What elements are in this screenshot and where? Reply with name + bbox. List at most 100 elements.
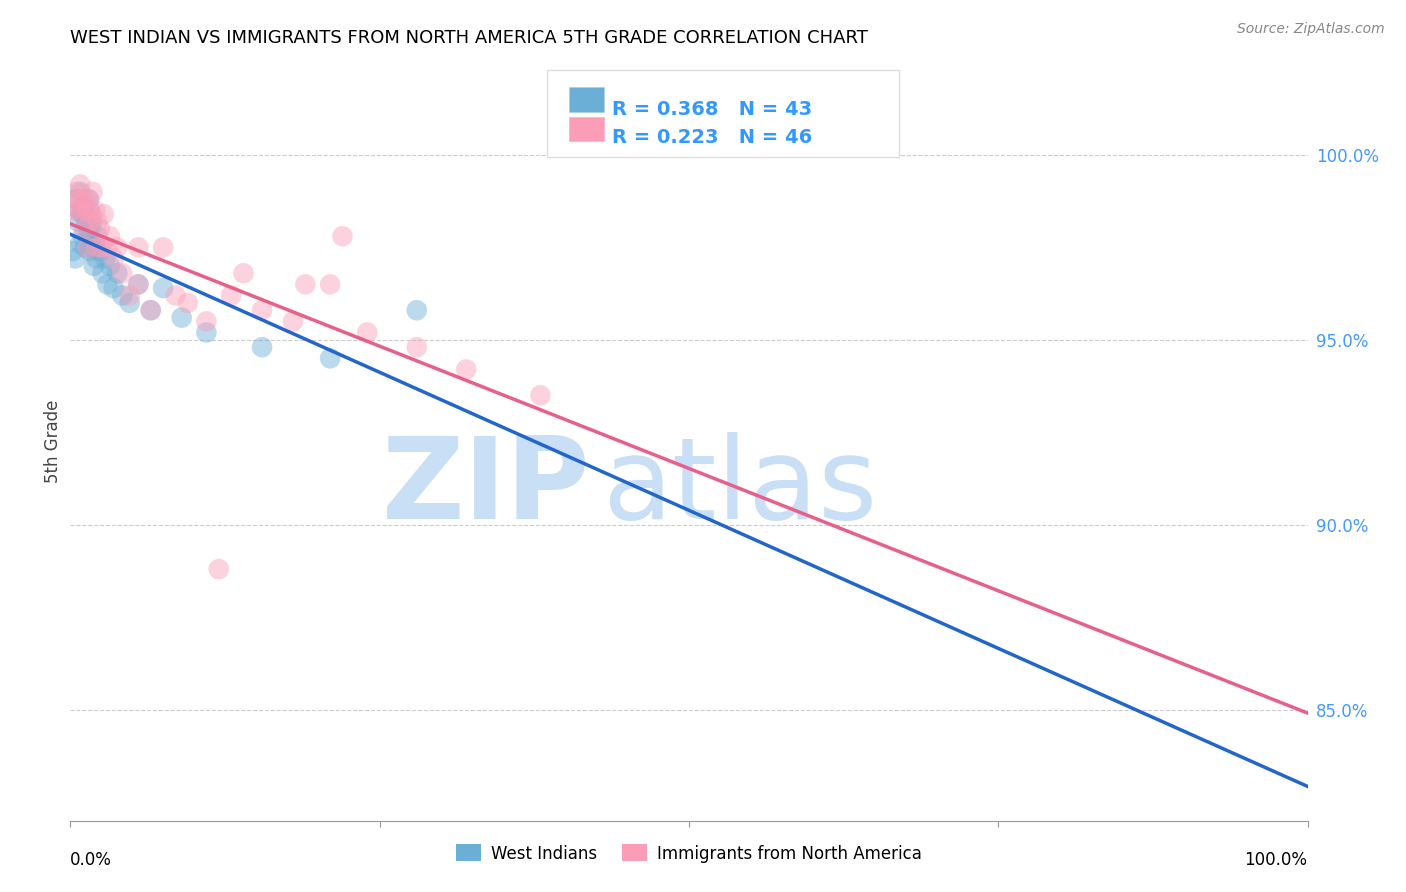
Point <box>79 214 101 228</box>
Point <box>111 266 134 280</box>
Point <box>86 214 108 228</box>
Point <box>96 277 118 292</box>
Point <box>105 266 128 280</box>
Point <box>72 207 94 221</box>
Point <box>356 326 378 340</box>
Point <box>118 296 141 310</box>
Point <box>170 310 193 325</box>
Text: R = 0.223   N = 46: R = 0.223 N = 46 <box>612 128 813 147</box>
Point <box>139 303 162 318</box>
Point <box>80 207 103 221</box>
Point <box>319 351 342 366</box>
Point <box>69 178 91 192</box>
Point <box>456 362 478 376</box>
Point <box>66 214 89 228</box>
Point <box>70 203 93 218</box>
Point <box>72 229 94 244</box>
Point <box>79 244 101 258</box>
FancyBboxPatch shape <box>569 117 603 141</box>
Legend: West Indians, Immigrants from North America: West Indians, Immigrants from North Amer… <box>450 838 928 869</box>
Point <box>65 185 87 199</box>
Point <box>70 192 93 206</box>
Point <box>177 296 200 310</box>
Point <box>82 214 104 228</box>
Point <box>84 240 107 254</box>
Text: 0.0%: 0.0% <box>70 851 112 869</box>
Point <box>250 340 273 354</box>
Point <box>127 277 149 292</box>
Point <box>127 277 149 292</box>
Point <box>77 222 100 236</box>
Point <box>75 214 97 228</box>
Point <box>105 240 128 254</box>
Point <box>65 192 87 206</box>
Point <box>73 222 96 236</box>
Point <box>98 259 121 273</box>
Point <box>76 240 98 254</box>
Point <box>80 222 103 236</box>
Point <box>208 562 231 576</box>
FancyBboxPatch shape <box>569 87 603 112</box>
Point <box>93 207 115 221</box>
Point <box>319 277 342 292</box>
Point <box>89 222 111 236</box>
Text: atlas: atlas <box>602 432 877 542</box>
Point <box>66 192 89 206</box>
Point <box>127 240 149 254</box>
Point <box>332 229 354 244</box>
FancyBboxPatch shape <box>547 70 900 157</box>
Point <box>250 303 273 318</box>
Point <box>94 252 117 266</box>
Point <box>219 288 242 302</box>
Point <box>405 340 427 354</box>
Text: 100.0%: 100.0% <box>1244 851 1308 869</box>
Point <box>82 240 104 254</box>
Point <box>91 266 114 280</box>
Point <box>69 185 91 199</box>
Point <box>82 185 104 199</box>
Point <box>152 281 174 295</box>
Text: Source: ZipAtlas.com: Source: ZipAtlas.com <box>1237 22 1385 37</box>
Point <box>84 203 107 218</box>
Point <box>75 207 97 221</box>
Point <box>103 281 125 295</box>
Point <box>89 244 111 258</box>
Point <box>529 388 551 402</box>
Point <box>86 229 108 244</box>
Y-axis label: 5th Grade: 5th Grade <box>44 400 62 483</box>
Point <box>165 288 187 302</box>
Point <box>76 229 98 244</box>
Point <box>75 192 97 206</box>
Point <box>75 203 97 218</box>
Point <box>294 277 316 292</box>
Point <box>195 314 218 328</box>
Point <box>62 244 84 258</box>
Point <box>67 203 90 218</box>
Point <box>195 326 218 340</box>
Point <box>111 288 134 302</box>
Point <box>96 240 118 254</box>
Point <box>281 314 304 328</box>
Point <box>73 200 96 214</box>
Text: WEST INDIAN VS IMMIGRANTS FROM NORTH AMERICA 5TH GRADE CORRELATION CHART: WEST INDIAN VS IMMIGRANTS FROM NORTH AME… <box>70 29 868 47</box>
Text: ZIP: ZIP <box>381 432 591 542</box>
Point <box>84 236 107 251</box>
Point <box>83 259 105 273</box>
Text: R = 0.368   N = 43: R = 0.368 N = 43 <box>612 100 813 119</box>
Point <box>75 240 97 254</box>
Point <box>90 240 112 254</box>
Point <box>72 203 94 218</box>
Point <box>77 192 100 206</box>
Point <box>84 252 107 266</box>
Point <box>63 203 86 218</box>
Point <box>118 288 141 302</box>
Point <box>98 229 121 244</box>
Point <box>69 236 91 251</box>
Point <box>79 203 101 218</box>
Point <box>405 303 427 318</box>
Point <box>65 252 87 266</box>
Point <box>139 303 162 318</box>
Point <box>152 240 174 254</box>
Point <box>103 252 125 266</box>
Point <box>77 192 100 206</box>
